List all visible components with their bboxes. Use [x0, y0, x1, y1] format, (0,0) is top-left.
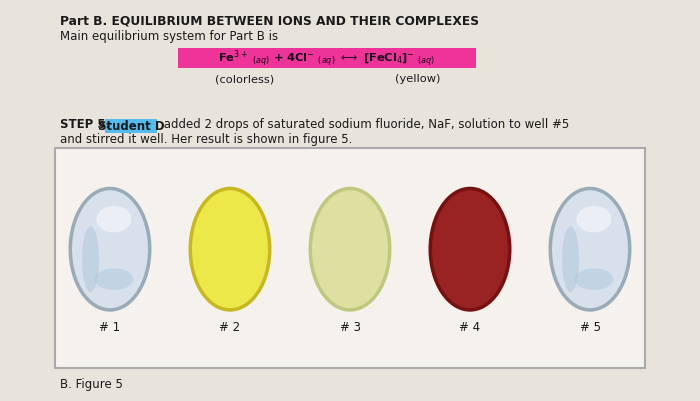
- Ellipse shape: [97, 206, 132, 233]
- Text: # 4: # 4: [459, 321, 481, 334]
- Ellipse shape: [71, 189, 149, 309]
- Ellipse shape: [428, 187, 512, 312]
- Ellipse shape: [309, 187, 391, 312]
- Bar: [55, 148, 645, 368]
- Ellipse shape: [431, 189, 509, 309]
- Ellipse shape: [94, 268, 134, 290]
- Text: # 5: # 5: [580, 321, 601, 334]
- Text: B. Figure 5: B. Figure 5: [60, 378, 123, 391]
- Bar: [178, 48, 476, 68]
- Text: and stirred it well. Her result is shown in figure 5.: and stirred it well. Her result is shown…: [60, 133, 352, 146]
- Ellipse shape: [575, 268, 613, 290]
- Text: Fe$^{3+}$ $_{(aq)}$ + 4Cl$^{-}$ $_{(aq)}$ $\longleftrightarrow$ [FeCl$_4$]$^{-}$: Fe$^{3+}$ $_{(aq)}$ + 4Cl$^{-}$ $_{(aq)}…: [218, 47, 435, 69]
- Text: added 2 drops of saturated sodium fluoride, NaF, solution to well #5: added 2 drops of saturated sodium fluori…: [160, 118, 569, 131]
- Text: Main equilibrium system for Part B is: Main equilibrium system for Part B is: [60, 30, 278, 43]
- Ellipse shape: [551, 189, 629, 309]
- Ellipse shape: [69, 187, 151, 312]
- Ellipse shape: [191, 189, 269, 309]
- Text: Student D: Student D: [98, 119, 164, 132]
- Ellipse shape: [576, 206, 612, 233]
- Ellipse shape: [562, 226, 579, 292]
- Text: # 1: # 1: [99, 321, 120, 334]
- Ellipse shape: [82, 226, 99, 292]
- Ellipse shape: [188, 187, 272, 312]
- Text: (yellow): (yellow): [395, 74, 441, 84]
- Text: (colorless): (colorless): [216, 74, 274, 84]
- Text: STEP 5.: STEP 5.: [60, 118, 114, 131]
- Text: # 3: # 3: [340, 321, 360, 334]
- Ellipse shape: [549, 187, 631, 312]
- Text: # 2: # 2: [219, 321, 241, 334]
- Text: Part B. EQUILIBRIUM BETWEEN IONS AND THEIR COMPLEXES: Part B. EQUILIBRIUM BETWEEN IONS AND THE…: [60, 14, 479, 27]
- Bar: [105, 119, 157, 133]
- Ellipse shape: [311, 189, 389, 309]
